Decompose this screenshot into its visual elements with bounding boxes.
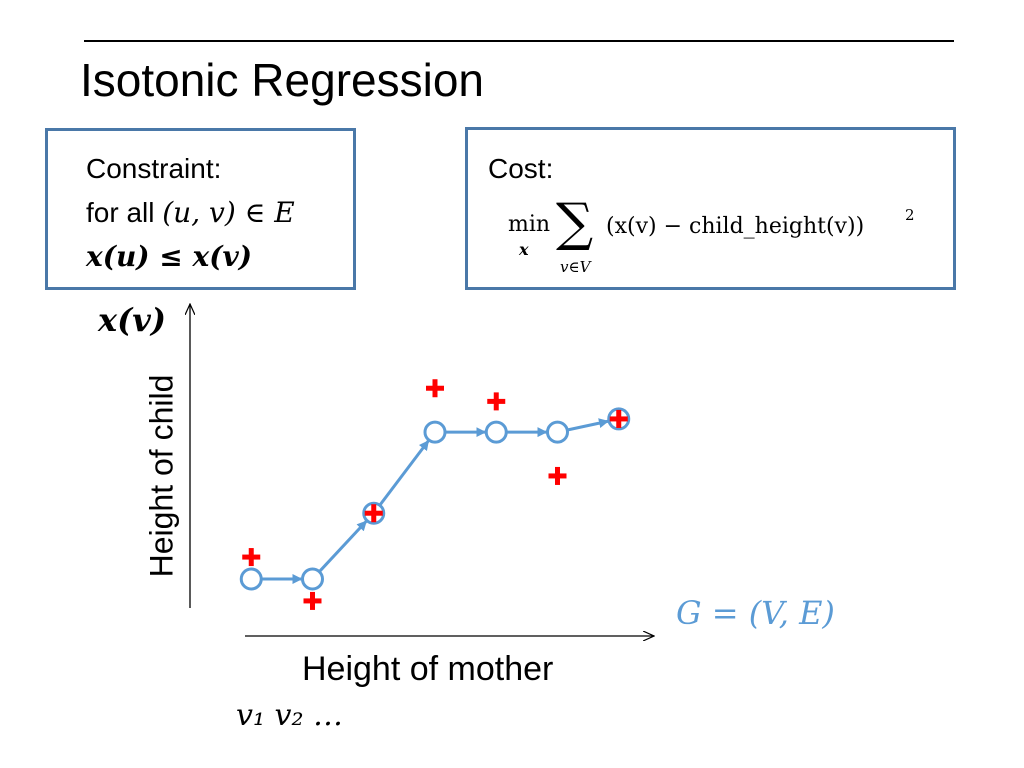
y-variable-label: x(v): [98, 301, 166, 339]
constraint-heading: Constraint:: [86, 153, 222, 184]
top-rule: [84, 40, 954, 42]
cost-box: Cost: min x ∑ v∈V (x(v) − child_height(v…: [465, 127, 956, 290]
fitted-node: [484, 420, 508, 444]
fitted-node: [546, 420, 569, 444]
observed-point: [426, 379, 444, 398]
graph-edge: [566, 418, 609, 432]
observed-point: [487, 392, 506, 411]
cost-expression: (x(v) − child_height(v)): [606, 214, 864, 239]
observed-point: [303, 591, 322, 610]
fitted-node: [239, 567, 263, 591]
x-axis-label: Height of mother: [302, 650, 554, 688]
cost-exponent: 2: [905, 206, 915, 224]
vertex-sequence: v₁ v₂ …: [236, 698, 344, 733]
sum-subscript: v∈V: [560, 258, 593, 276]
cost-formula: min x ∑ v∈V (x(v) − child_height(v)) 2: [508, 196, 915, 276]
slide-title: Isotonic Regression: [80, 54, 484, 106]
graph-edge: [318, 520, 368, 573]
sum-symbol: ∑: [556, 196, 593, 253]
observed-point: [548, 466, 567, 485]
observed-point: [242, 548, 261, 567]
cost-heading: Cost:: [488, 153, 554, 184]
constraint-inequality: x(u) ≤ x(v): [86, 240, 252, 273]
observed-point: [364, 504, 383, 523]
min-operator: min: [508, 212, 550, 237]
constraint-edge-set: (u, v) ∈ E: [162, 196, 295, 229]
graph-definition: G = (V, E): [676, 594, 835, 632]
min-subscript: x: [518, 240, 529, 259]
fitted-node: [301, 567, 324, 591]
constraint-box: Constraint: for all (u, v) ∈ E x(u) ≤ x(…: [45, 128, 356, 290]
fitted-node: [423, 420, 447, 444]
observed-point: [609, 409, 628, 428]
graph-edge: [378, 439, 430, 507]
constraint-line2-prefix: for all: [86, 197, 163, 228]
